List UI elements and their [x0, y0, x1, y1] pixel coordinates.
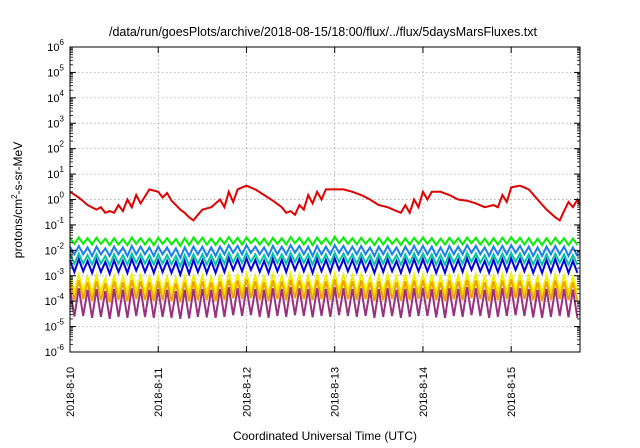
y-tick-exponent: 0 [60, 191, 65, 200]
y-tick-label: 106 [47, 38, 64, 54]
y-axis-label: protons/cm2-s-sr-MeV [10, 142, 25, 258]
plot-frame [69, 46, 581, 353]
x-tick-label: 2018-8-10 [65, 367, 77, 417]
y-tick-exponent: -1 [57, 216, 65, 225]
series-group [69, 184, 581, 320]
series-line-4 [69, 250, 579, 269]
y-tick-label: 10-3 [45, 267, 65, 283]
y-tick-label: 10-4 [45, 292, 65, 308]
series-line-8 [69, 287, 579, 320]
chart-title: /data/run/goesPlots/archive/2018-08-15/1… [109, 25, 538, 39]
y-tick-label: 105 [47, 63, 64, 79]
x-axis-label: Coordinated Universal Time (UTC) [233, 429, 417, 443]
y-tick-exponent: -6 [57, 343, 65, 352]
y-tick-label: 10-2 [45, 241, 65, 257]
x-tick-label: 2018-8-12 [241, 367, 253, 417]
series-line-3 [69, 242, 579, 261]
series-line-5 [69, 255, 579, 278]
y-tick-label: 10-6 [45, 343, 65, 359]
x-tick-label: 2018-8-14 [418, 367, 430, 417]
y-tick-exponent: 3 [60, 114, 65, 123]
x-tick-label: 2018-8-13 [330, 367, 342, 417]
y-tick-label: 104 [47, 89, 64, 105]
y-tick-exponent: 2 [60, 140, 65, 149]
series-line-7 [69, 279, 579, 303]
y-axis-label-main: protons/cm [11, 199, 25, 258]
y-axis-label-rest: -s-sr-MeV [11, 142, 25, 195]
y-tick-label: 100 [47, 191, 64, 207]
series-line-1 [69, 184, 581, 222]
y-tick-exponent: 4 [60, 89, 65, 98]
y-tick-exponent: 5 [60, 63, 65, 72]
y-tick-label: 101 [47, 165, 64, 181]
y-tick-exponent: -4 [57, 292, 65, 301]
y-tick-label: 10-1 [45, 216, 65, 232]
series-line-6 [69, 269, 579, 298]
y-tick-label: 10-5 [45, 318, 65, 334]
y-tick-exponent: -5 [57, 318, 65, 327]
series-line-2 [69, 234, 579, 248]
y-tick-label: 102 [47, 140, 64, 156]
x-tick-label: 2018-8-15 [506, 367, 518, 417]
x-tick-label: 2018-8-11 [153, 368, 165, 417]
y-tick-exponent: -2 [57, 241, 65, 250]
y-tick-exponent: -3 [57, 267, 65, 276]
y-tick-label: 103 [47, 114, 64, 130]
axes: 10-610-510-410-310-210-11001011021031041… [45, 38, 580, 417]
y-tick-exponent: 6 [60, 38, 65, 47]
y-axis-label-superscript: 2 [10, 194, 19, 199]
y-tick-exponent: 1 [60, 165, 65, 174]
